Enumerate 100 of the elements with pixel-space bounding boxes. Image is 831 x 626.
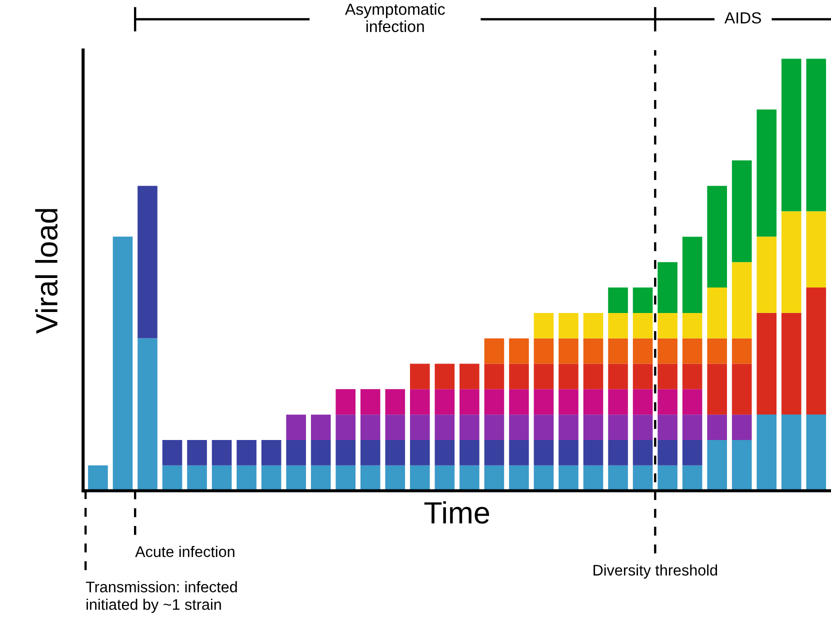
bar — [682, 440, 702, 466]
bar — [534, 389, 554, 415]
x-axis-title: Time — [424, 501, 490, 524]
bar — [682, 236, 702, 313]
bar — [781, 312, 802, 415]
bar — [310, 465, 331, 491]
bar — [583, 465, 604, 491]
bar — [336, 440, 356, 466]
bar — [732, 440, 752, 491]
bar — [187, 440, 207, 466]
bar — [583, 414, 604, 440]
bar — [484, 389, 504, 415]
bar — [509, 364, 529, 390]
bar — [583, 440, 604, 466]
bar — [286, 414, 306, 440]
bar — [682, 312, 702, 338]
bar — [756, 414, 777, 491]
bar — [632, 414, 653, 440]
bar — [460, 465, 480, 491]
bar — [212, 440, 232, 466]
bar — [608, 440, 628, 466]
bar — [112, 236, 133, 491]
bar — [410, 440, 430, 466]
bar — [608, 338, 628, 364]
bar — [583, 338, 604, 364]
bar — [608, 414, 628, 440]
bar — [509, 465, 529, 491]
bar — [484, 414, 504, 440]
text: Asymptomatic infection — [345, 3, 445, 32]
bar — [434, 465, 455, 491]
bar — [385, 465, 406, 491]
bar — [658, 440, 678, 466]
bar — [558, 389, 578, 415]
bar — [756, 312, 777, 415]
bar — [336, 414, 356, 440]
bar — [806, 414, 826, 491]
y-axis-title: Viral load — [35, 208, 58, 334]
bar — [558, 465, 578, 491]
bar — [162, 465, 182, 491]
bar — [310, 414, 331, 440]
bar — [707, 414, 727, 440]
bar — [658, 312, 678, 338]
bar — [583, 389, 604, 415]
bar — [632, 338, 653, 364]
bar — [534, 414, 554, 440]
bar — [434, 364, 455, 390]
bar — [707, 186, 727, 288]
bar — [484, 440, 504, 466]
bar — [658, 414, 678, 440]
bar — [187, 465, 207, 491]
bar — [632, 465, 653, 491]
bar — [608, 389, 628, 415]
bar — [360, 389, 380, 415]
bar — [484, 364, 504, 390]
bar — [236, 440, 256, 466]
bar — [360, 440, 380, 466]
bar — [608, 312, 628, 338]
bar — [732, 414, 752, 440]
bar — [410, 465, 430, 491]
bar — [534, 440, 554, 466]
bar — [360, 414, 380, 440]
bar — [509, 389, 529, 415]
bar — [732, 160, 752, 262]
bar — [286, 440, 306, 466]
bar — [658, 389, 678, 415]
bar — [806, 211, 826, 288]
bar — [385, 414, 406, 440]
bar — [410, 364, 430, 390]
bar — [682, 414, 702, 440]
bar — [460, 440, 480, 466]
bar — [583, 364, 604, 390]
bar — [212, 465, 232, 491]
bar — [781, 414, 802, 491]
bar — [732, 364, 752, 415]
bar — [682, 465, 702, 491]
bar — [608, 364, 628, 390]
bar — [682, 389, 702, 415]
bar — [286, 465, 306, 491]
bar — [558, 414, 578, 440]
bar — [360, 465, 380, 491]
bar — [261, 440, 282, 466]
bar — [410, 414, 430, 440]
bar — [658, 262, 678, 313]
bar — [781, 58, 802, 212]
bar — [707, 288, 727, 338]
bar — [558, 364, 578, 390]
bar — [434, 440, 455, 466]
bar — [484, 465, 504, 491]
bar — [806, 287, 826, 415]
bar — [460, 364, 480, 390]
bar — [732, 338, 752, 364]
bar — [385, 440, 406, 466]
bar — [608, 465, 628, 491]
bar — [583, 312, 604, 338]
bar — [558, 440, 578, 466]
bar — [336, 389, 356, 415]
bar — [806, 58, 826, 212]
bar — [310, 440, 331, 466]
bar — [682, 364, 702, 390]
bar — [658, 364, 678, 390]
